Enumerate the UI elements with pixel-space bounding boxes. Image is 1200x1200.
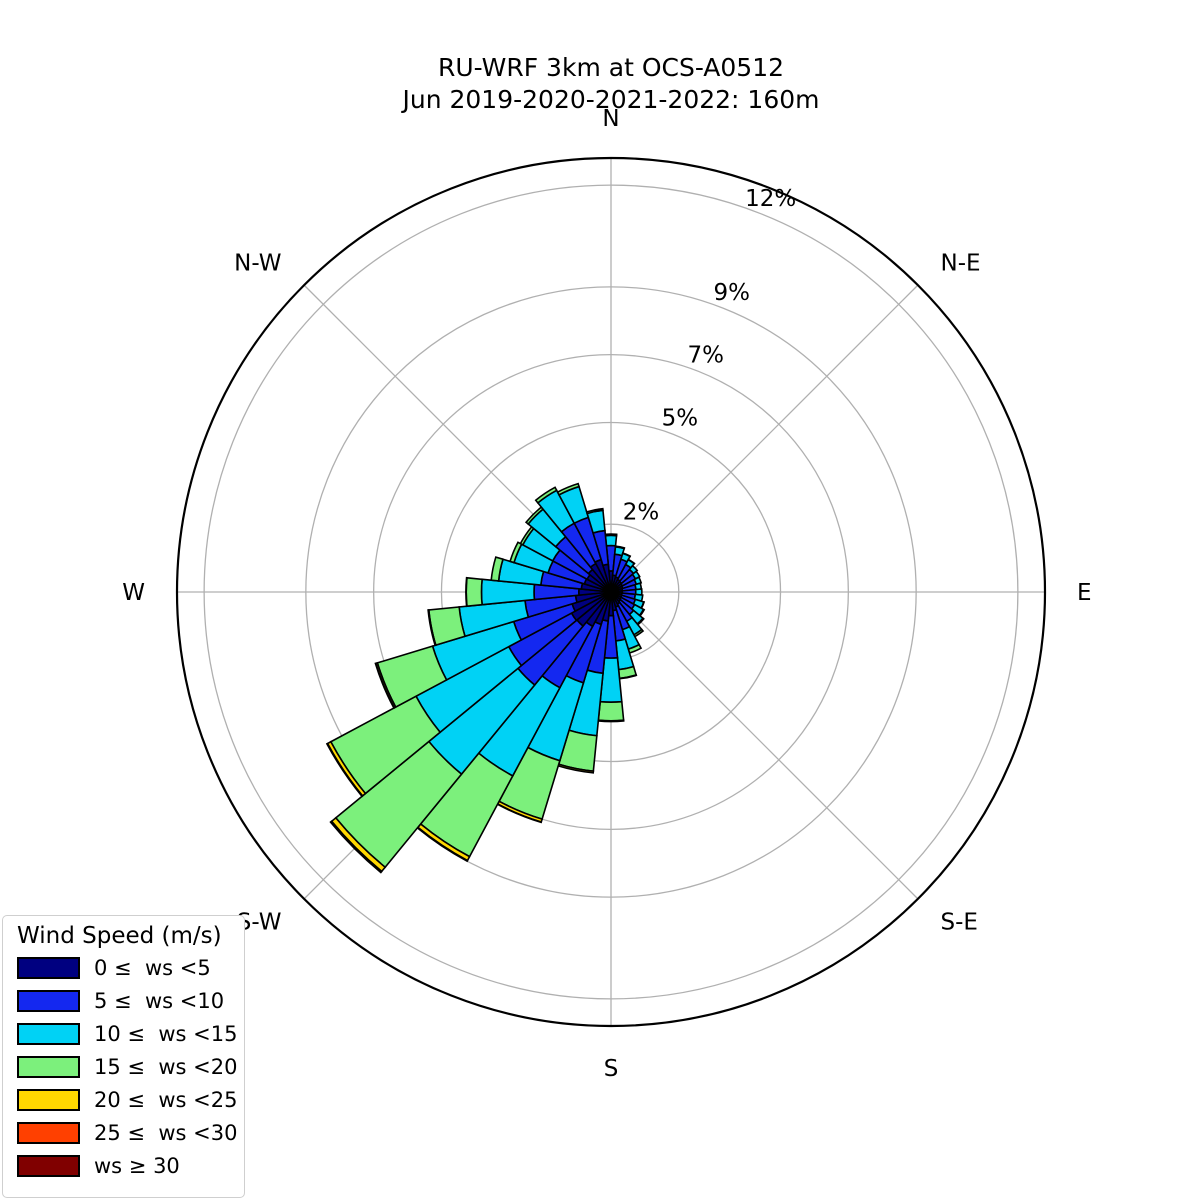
rose-wedge-W-bin4	[465, 576, 468, 608]
rose-wedge-SW-bin6	[329, 820, 383, 874]
rose-wedge-N-bin3	[604, 533, 618, 537]
grid-spoke-135	[610, 591, 919, 900]
rose-wedge-NEbN-bin3	[627, 558, 636, 565]
legend-item-label: 25 ≤ ws <30	[94, 1120, 238, 1145]
rose-wedge-WbN-bin3	[490, 556, 504, 582]
direction-label-S: S	[604, 1056, 619, 1082]
legend-item-label: 15 ≤ ws <20	[94, 1054, 238, 1079]
rose-wedge-SWbW-bin5	[325, 742, 364, 798]
outer-circle	[175, 156, 1047, 1028]
legend-color-swatch	[17, 1022, 80, 1045]
legend-color-swatch	[17, 1088, 80, 1111]
radial-tick-5%: 5%	[662, 405, 699, 431]
rose-wedge-WNW-bin3	[509, 541, 523, 564]
chart-title-line2: Jun 2019-2020-2021-2022: 160m	[400, 85, 819, 114]
legend-item: ws ≥ 30	[3, 1149, 244, 1182]
rose-wedge-NbW-bin3	[585, 507, 604, 515]
legend: Wind Speed (m/s) 0 ≤ ws <5 5 ≤ ws <10 10 ≤…	[2, 915, 245, 1198]
legend-item-label: 20 ≤ ws <25	[94, 1087, 238, 1112]
rose-wedge-N-bin2	[604, 534, 618, 547]
legend-color-swatch	[17, 956, 80, 979]
direction-label-E: E	[1077, 580, 1092, 606]
direction-label-N-E: N-E	[941, 251, 981, 277]
legend-rows: 0 ≤ ws <5 5 ≤ ws <10 10 ≤ ws <15 15 ≤ ws <2…	[3, 951, 244, 1182]
legend-color-swatch	[17, 1121, 80, 1144]
radial-tick-12%: 12%	[745, 186, 796, 212]
grid-spoke-45	[610, 284, 919, 593]
legend-title: Wind Speed (m/s)	[17, 923, 222, 949]
rose-wedge-S-bin3	[597, 700, 625, 722]
legend-color-swatch	[17, 1154, 80, 1177]
outer-boundary-circle	[175, 156, 1047, 1028]
rose-wedge-NbE-bin3	[614, 545, 626, 550]
legend-color-swatch	[17, 989, 80, 1012]
legend-item-label: ws ≥ 30	[94, 1153, 180, 1178]
rose-wedge-S-bin4	[597, 719, 625, 723]
direction-label-W: W	[122, 580, 145, 606]
rose-wedge-NNW-bin3	[556, 482, 581, 496]
legend-item: 20 ≤ ws <25	[3, 1083, 244, 1116]
radial-tick-labels: 2% 5% 7% 9% 12%	[623, 186, 797, 525]
rose-wedge-WbS-bin4	[427, 609, 437, 647]
legend-item: 10 ≤ ws <15	[3, 1017, 244, 1050]
legend-item: 5 ≤ ws <10	[3, 984, 244, 1017]
legend-item: 15 ≤ ws <20	[3, 1050, 244, 1083]
radial-tick-9%: 9%	[714, 280, 751, 306]
direction-label-S-E: S-E	[941, 910, 978, 936]
direction-label-N-W: N-W	[234, 251, 281, 277]
wind-rose-bars	[325, 482, 646, 874]
rose-wedge-NNE-bin3	[621, 552, 632, 558]
legend-color-swatch	[17, 1055, 80, 1078]
legend-item: 0 ≤ ws <5	[3, 951, 244, 984]
chart-title-line1: RU-WRF 3km at OCS-A0512	[438, 53, 784, 82]
legend-item-label: 10 ≤ ws <15	[94, 1021, 238, 1046]
legend-item: 25 ≤ ws <30	[3, 1116, 244, 1149]
rose-wedge-ENE-bin2	[633, 576, 643, 586]
legend-item-label: 0 ≤ ws <5	[94, 955, 211, 980]
radial-tick-2%: 2%	[623, 499, 660, 525]
legend-item-label: 5 ≤ ws <10	[94, 988, 225, 1013]
rose-wedge-WSW-bin5	[374, 662, 396, 710]
rose-wedge-NWbN-bin3	[534, 486, 558, 505]
radial-tick-7%: 7%	[688, 343, 725, 369]
direction-label-N: N	[602, 106, 619, 132]
rose-wedge-W-bin3	[465, 576, 483, 608]
